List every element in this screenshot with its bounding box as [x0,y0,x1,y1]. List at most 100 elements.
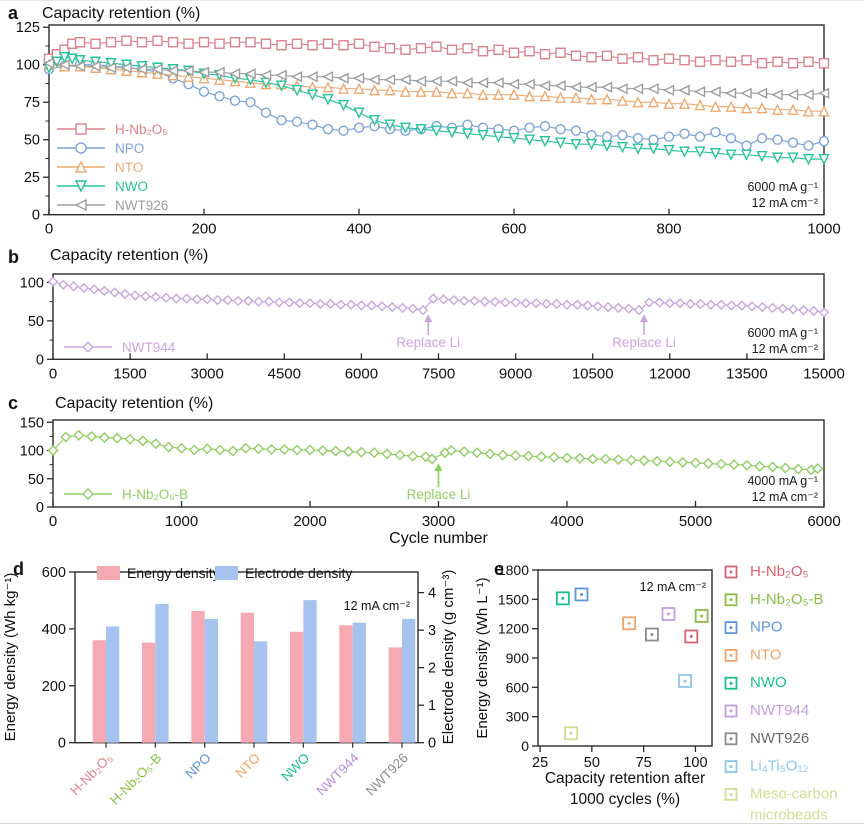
y-tick-label: 0 [36,352,44,368]
triangle-down-marker [275,80,288,92]
triangle-up-marker [725,100,737,112]
square-marker [214,38,225,49]
triangle-down-marker [337,100,350,112]
energy-density-bar [191,610,205,743]
triangle-down-marker [694,146,706,158]
x-tick-label: 12000 [649,365,691,382]
triangle-left-marker [58,59,70,71]
square-marker [400,44,411,55]
triangle-down-marker [384,119,396,131]
electrode-density-bar [303,600,317,743]
diamond-marker [497,449,509,461]
diamond-marker [171,293,182,304]
legend-label: NTO [115,160,143,175]
triangle-left-marker [616,83,628,95]
triangle-up-marker [771,103,784,115]
triangle-up-marker [647,96,660,108]
x-tick-label: 7500 [422,365,455,382]
triangle-left-marker [569,81,582,93]
triangle-up-marker [523,90,536,102]
triangle-down-marker [322,94,334,106]
energy-density-bar [339,625,353,743]
triangle-down-marker [554,137,567,149]
diamond-marker [613,302,624,314]
panel-label-b: b [8,247,19,267]
triangle-down-marker [74,180,88,193]
square-marker [105,37,117,48]
y-tick-label: 50 [28,472,44,488]
square-marker [772,56,783,67]
diamond-marker [535,451,547,463]
y-tick-label: 100 [16,58,40,74]
y-tick-label: 0 [36,500,44,516]
legend-label: H-Nb₂O₅ [750,563,809,580]
right-axis-title: Electrode density (g cm⁻³) [440,570,457,745]
triangle-left-marker [306,71,318,83]
triangle-down-marker [818,154,830,166]
diamond-marker [674,298,686,309]
rate-annotation: 6000 mA g⁻¹ [747,326,818,340]
diamond-marker [728,459,740,471]
legend-label: NWT926 [115,198,168,213]
energy-density-bar [92,640,106,743]
triangle-up-marker [337,82,350,94]
category-label: H-Nb₂O₅-B [107,750,164,807]
diamond-marker [98,432,110,444]
diamond-marker [695,298,706,310]
square-marker [756,58,768,69]
triangle-down-marker [89,56,102,68]
circle-marker [756,133,768,144]
square-marker [198,37,210,48]
triangle-down-marker [105,58,117,70]
triangle-up-marker [818,105,830,117]
triangle-left-marker [73,60,86,72]
rate-annotation: 6000 mA g⁻¹ [747,180,818,194]
diamond-marker [638,455,650,467]
scatter-points-e [555,587,709,741]
triangle-up-marker [678,97,691,109]
circle-marker [462,119,473,130]
triangle-up-marker [802,105,815,117]
diamond-marker [47,445,59,456]
triangle-left-marker [337,72,349,84]
triangle-down-marker [368,115,381,127]
diamond-marker [304,444,316,456]
replace-li-arrowhead [640,314,649,323]
triangle-left-marker [771,89,783,101]
panel-b-chart: b Capacity retention (%) 0 50 100 0 1500 3000 45… [8,247,845,382]
square-marker [322,38,334,49]
replace-li-label: Replace Li [396,335,460,350]
diamond-marker [240,442,252,454]
rate-annotation: 12 mA cm⁻² [344,599,410,613]
right-tick-label: 4 [428,586,436,602]
legend-e: H-Nb₂O₅ H-Nb₂O₅-B NPO NTO NWO NWT944 NWT926 Li₄… [724,563,838,823]
diamond-marker [119,288,131,300]
diamond-marker [315,298,326,310]
circle-marker [198,86,210,97]
diamond-marker [325,298,336,310]
diamond-marker [445,445,457,456]
plot-frame [48,24,825,216]
y-tick-label: 50 [28,314,44,330]
diamond-marker [469,295,480,307]
diamond-marker [654,297,665,308]
triangle-up-marker [756,102,768,114]
square-marker [477,46,489,57]
legend-a: H-Nb₂O₅ NPO NTO NWO NWT926 [57,122,168,213]
x-tick-label: 9000 [499,365,532,382]
triangle-left-marker [368,74,380,86]
marker-dot [729,653,733,657]
diamond-marker [600,453,612,465]
triangle-up-marker [616,94,629,106]
diamond-marker [705,299,717,310]
electrode-density-bar [106,626,120,743]
triangle-left-marker [802,89,814,101]
circle-marker [741,140,752,151]
y-tick-label: 600 [506,679,530,695]
square-marker [462,43,473,54]
triangle-left-marker [197,66,210,78]
diamond-marker [741,459,753,471]
panel-label-c: c [8,393,18,413]
diamond-marker [779,462,791,474]
square-marker [725,56,737,67]
